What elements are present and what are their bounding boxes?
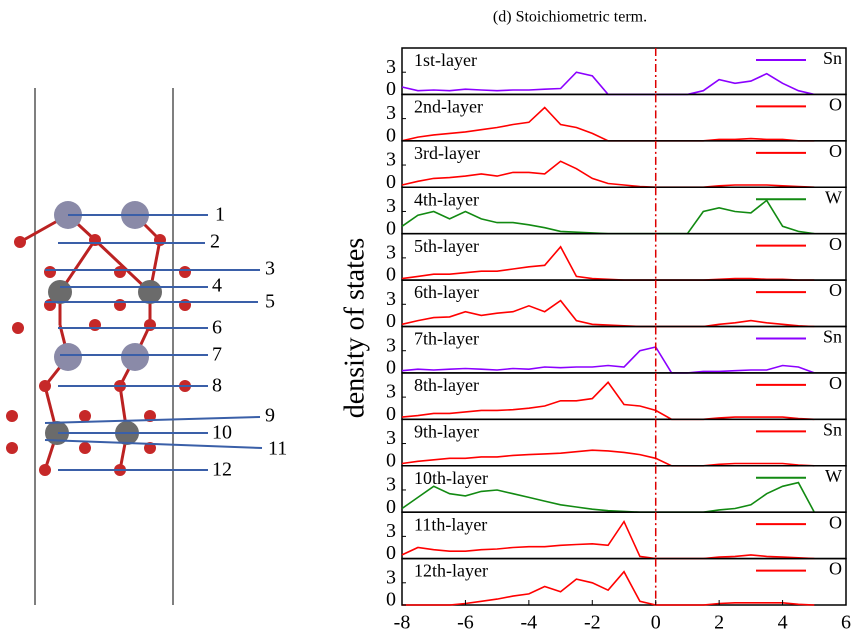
y-tick-label: 0	[386, 496, 396, 518]
y-tick-label: 3	[386, 102, 396, 124]
layer-number: 5	[265, 291, 275, 313]
y-tick-label: 3	[386, 149, 396, 171]
legend-label: O	[829, 559, 842, 579]
panel-label: 10th-layer	[414, 468, 488, 488]
y-tick-label: 3	[386, 474, 396, 496]
y-tick-label: 0	[386, 357, 396, 379]
layer-number: 8	[212, 375, 222, 397]
y-tick-label: 0	[386, 403, 396, 425]
x-tick-label: 4	[778, 612, 788, 634]
panel-label: 11th-layer	[414, 514, 487, 534]
y-tick-label: 3	[386, 334, 396, 356]
x-tick-label: -4	[521, 612, 538, 634]
x-tick-label: -6	[457, 612, 474, 634]
legend-label: O	[829, 373, 842, 393]
legend-label: W	[825, 466, 842, 486]
layer-number: 1	[215, 204, 225, 226]
legend-label: Sn	[823, 327, 842, 347]
panel-label: 9th-layer	[414, 421, 479, 441]
layer-number: 7	[212, 344, 222, 366]
legend-label: O	[829, 141, 842, 161]
layer-number: 9	[265, 405, 275, 427]
layer-number: 10	[212, 422, 232, 444]
legend-label: O	[829, 95, 842, 115]
x-tick-label: -8	[394, 612, 411, 634]
y-tick-label: 0	[386, 171, 396, 193]
panel-label: 12th-layer	[414, 561, 488, 581]
panel-label: 6th-layer	[414, 282, 479, 302]
panel-label: 3rd-layer	[414, 143, 480, 163]
dos-line	[402, 72, 814, 94]
layer-number: 2	[210, 231, 220, 253]
layer-number: 4	[212, 275, 222, 297]
legend-label: Sn	[823, 48, 842, 68]
x-tick-label: 2	[714, 612, 724, 634]
panel-label: 8th-layer	[414, 375, 479, 395]
layer-number: 3	[265, 258, 275, 280]
panel-label: 4th-layer	[414, 189, 479, 209]
y-tick-label: 0	[386, 217, 396, 239]
chart-title: (d) Stoichiometric term.	[493, 9, 647, 26]
x-tick-label: 6	[841, 612, 851, 634]
legend-label: Sn	[823, 419, 842, 439]
y-tick-label: 0	[386, 542, 396, 564]
figure: 1 2 3 4 5 6 7 8 9 10 11 12 (d) Stoichiom…	[0, 0, 854, 642]
y-tick-label: 0	[386, 310, 396, 332]
y-tick-label: 3	[386, 566, 396, 588]
legend-label: W	[825, 187, 842, 207]
x-tick-label: 0	[651, 612, 661, 634]
y-tick-label: 3	[386, 195, 396, 217]
x-tick-label: -2	[584, 612, 601, 634]
y-tick-label: 0	[386, 124, 396, 146]
dos-line	[402, 301, 814, 327]
y-tick-label: 3	[386, 288, 396, 310]
y-tick-label: 3	[386, 56, 396, 78]
legend-label: O	[829, 280, 842, 300]
structure-diagram: 1 2 3 4 5 6 7 8 9 10 11 12	[6, 88, 287, 605]
panel-label: 5th-layer	[414, 236, 479, 256]
y-tick-label: 3	[386, 241, 396, 263]
y-tick-label: 0	[386, 78, 396, 100]
legend-label: O	[829, 234, 842, 254]
y-tick-label: 0	[386, 264, 396, 286]
y-tick-label: 0	[386, 589, 396, 611]
y-tick-label: 3	[386, 381, 396, 403]
layer-number: 12	[212, 459, 232, 481]
dos-line	[402, 161, 814, 187]
legend-label: O	[829, 512, 842, 532]
y-tick-label: 0	[386, 449, 396, 471]
dos-line	[402, 347, 814, 373]
layer-number: 11	[268, 438, 287, 460]
dos-line	[402, 450, 814, 466]
y-tick-label: 3	[386, 427, 396, 449]
panel-label: 1st-layer	[414, 50, 477, 70]
y-tick-label: 3	[386, 520, 396, 542]
panel-label: 7th-layer	[414, 329, 479, 349]
y-axis-label: density of states	[339, 238, 370, 418]
panel-label: 2nd-layer	[414, 97, 483, 117]
layer-number: 6	[212, 317, 222, 339]
